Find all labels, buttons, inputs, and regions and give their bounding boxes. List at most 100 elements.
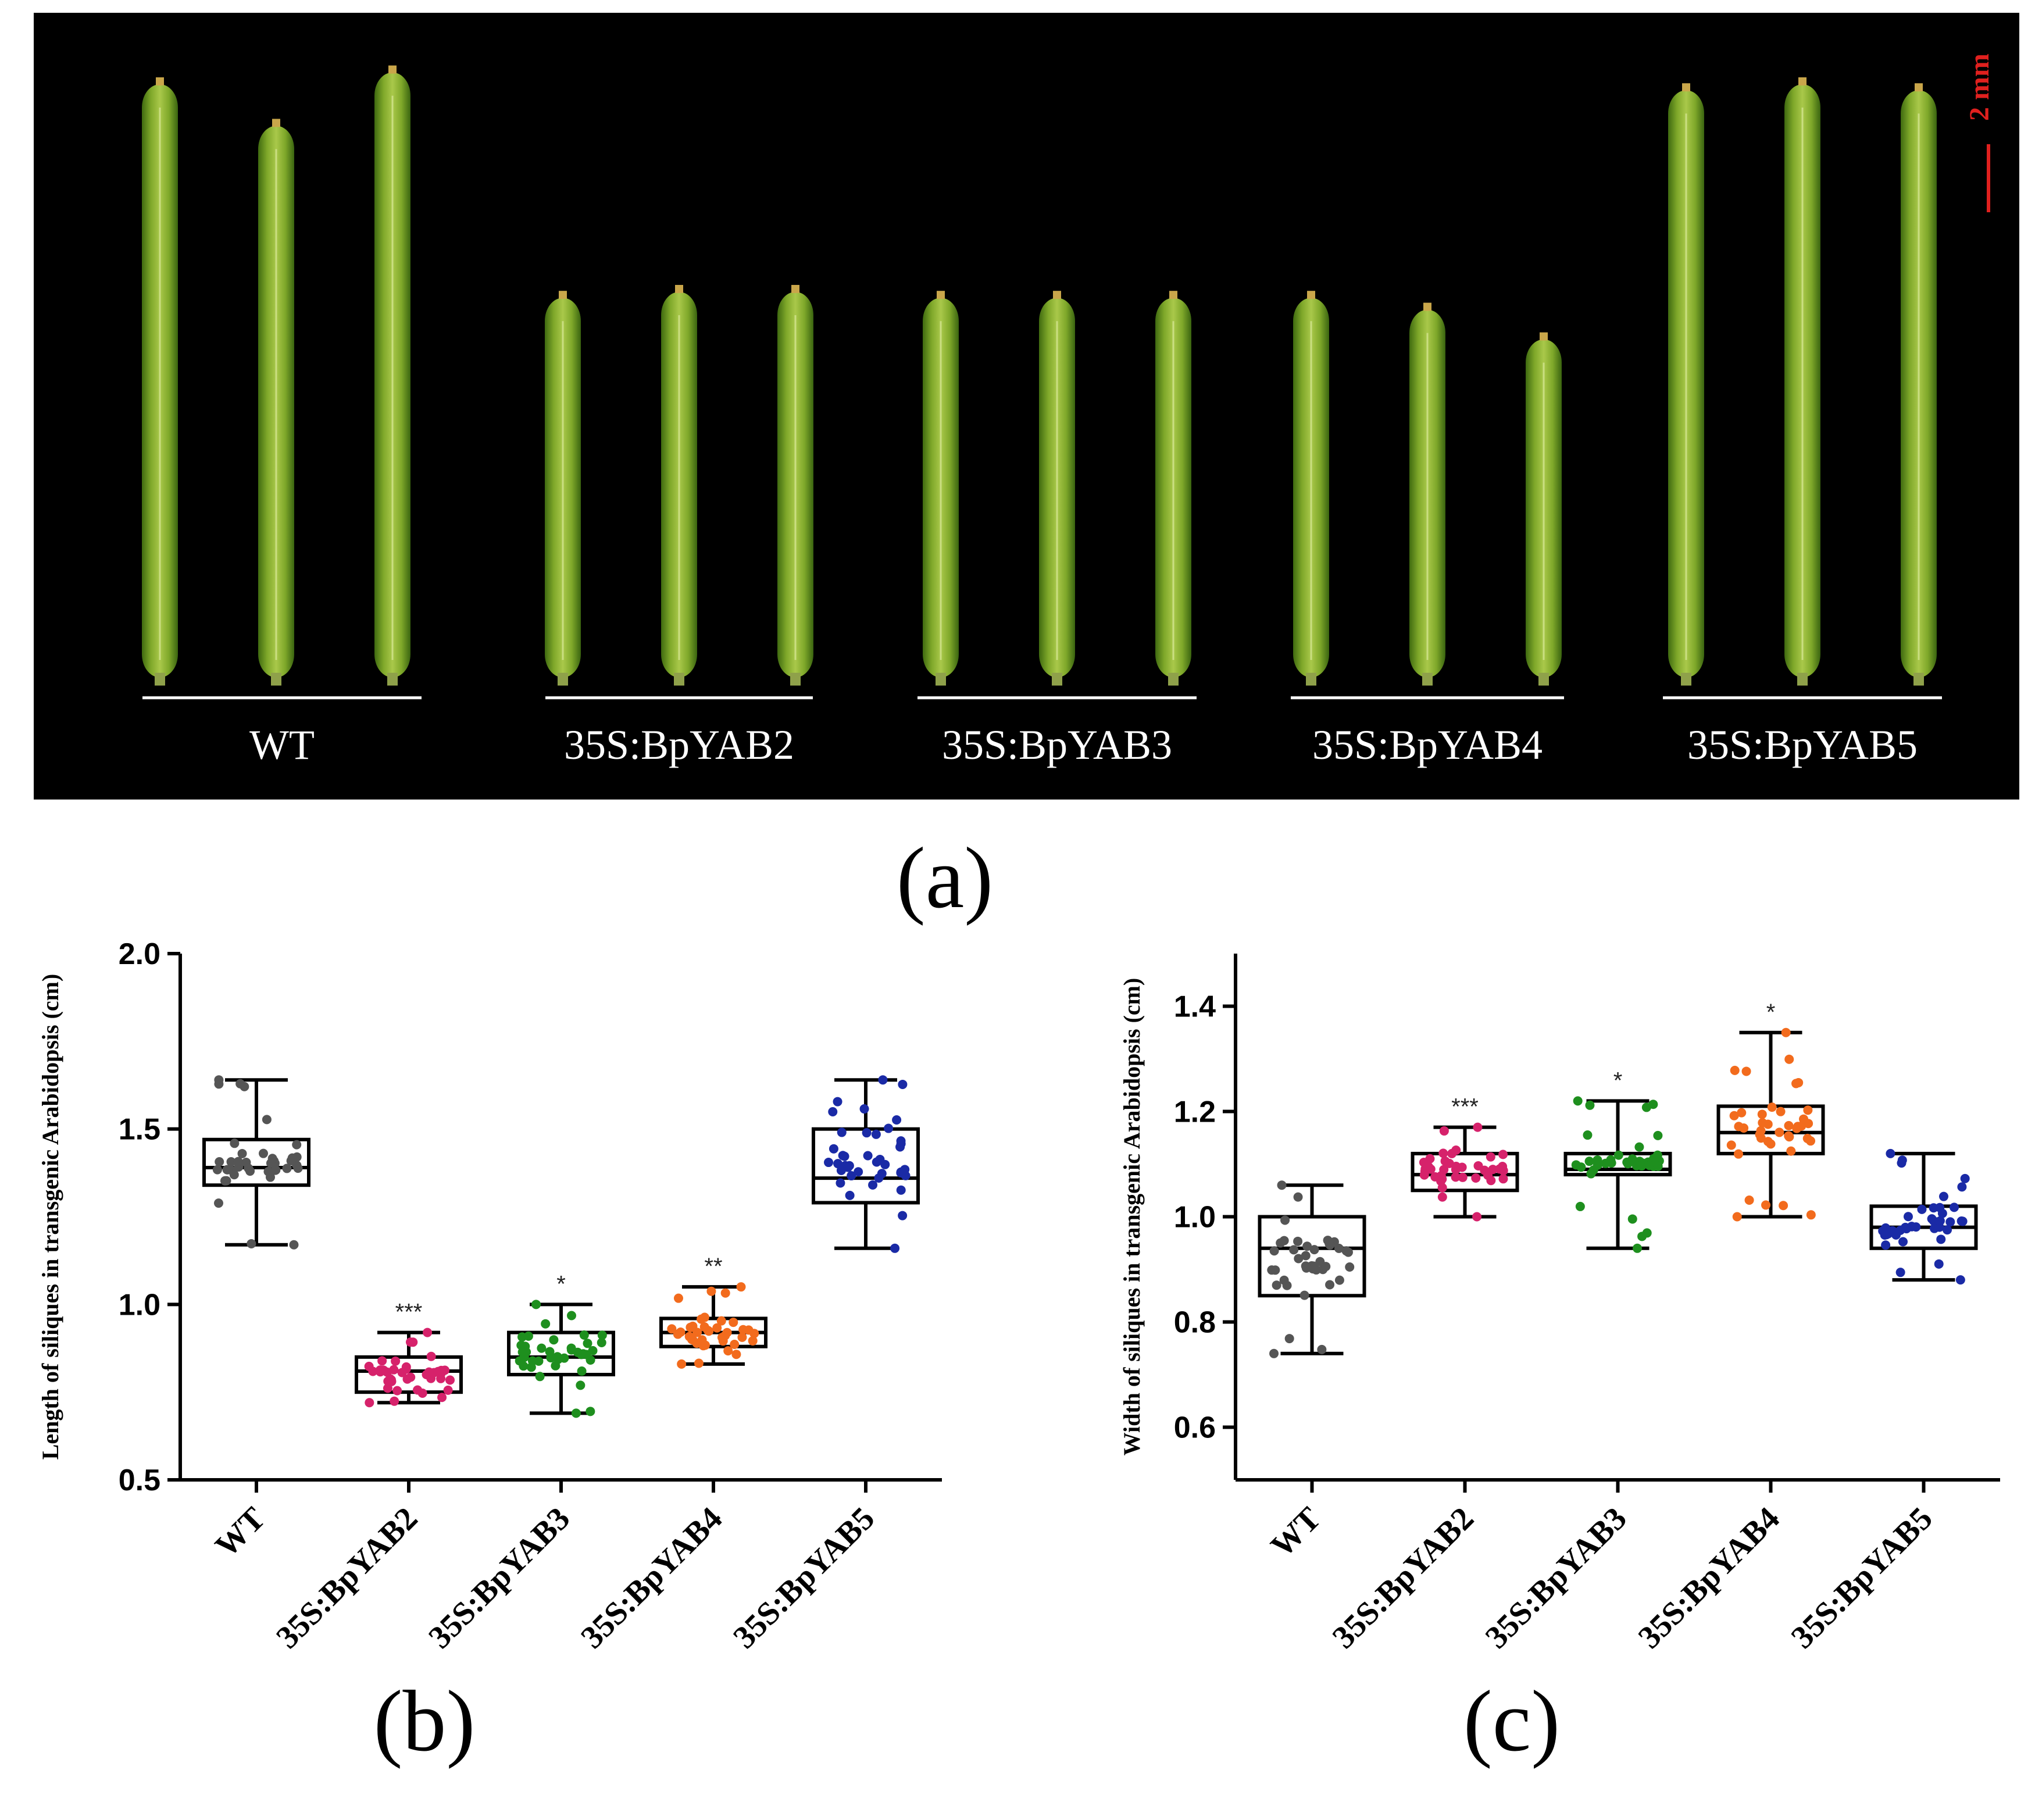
silique: [258, 119, 294, 686]
data-point: [365, 1398, 374, 1408]
data-point: [389, 1365, 399, 1375]
data-point: [1903, 1212, 1913, 1222]
x-tick-label: WT: [208, 1500, 272, 1564]
data-point: [1272, 1280, 1281, 1290]
data-point: [597, 1337, 606, 1347]
x-tick-label: 35S:BpYAB2: [269, 1500, 424, 1655]
data-point: [1583, 1130, 1593, 1140]
data-point: [1631, 1161, 1641, 1170]
box-group: [1258, 1180, 1366, 1358]
data-point: [1439, 1126, 1449, 1136]
data-point: [566, 1311, 576, 1321]
y-axis-label: Length of siliques in transgenic Arabido…: [37, 974, 63, 1460]
data-point: [1585, 1100, 1595, 1110]
box-group: [202, 1075, 310, 1250]
data-point: [229, 1170, 239, 1180]
chart-length: 0.5 1.0 1.5 2.0 Length of siliques in transg…: [37, 937, 942, 1769]
data-point: [673, 1293, 683, 1303]
data-point: [1341, 1246, 1351, 1256]
data-point: [1653, 1161, 1663, 1171]
data-point: [583, 1339, 592, 1348]
data-point: [896, 1168, 906, 1178]
data-point: [585, 1407, 595, 1416]
data-point: [896, 1185, 906, 1195]
data-point: [258, 1148, 268, 1158]
data-point: [1934, 1259, 1944, 1269]
data-point: [1457, 1162, 1467, 1172]
silique: [1784, 77, 1820, 686]
x-tick-label: 35S:BpYAB4: [574, 1500, 729, 1655]
data-point: [1883, 1229, 1893, 1239]
silique: [923, 291, 959, 686]
data-point: [828, 1107, 838, 1116]
data-point: [1779, 1201, 1788, 1211]
y-tick-label: 0.6: [1174, 1411, 1216, 1445]
data-point: [1763, 1137, 1773, 1147]
panel-label: (c): [1463, 1673, 1560, 1769]
data-point: [1451, 1172, 1461, 1182]
data-point: [226, 1157, 236, 1167]
data-point: [896, 1136, 906, 1146]
data-point: [667, 1324, 677, 1334]
data-point: [213, 1198, 223, 1208]
data-point: [1960, 1173, 1970, 1183]
data-point: [880, 1159, 890, 1169]
silique: [777, 285, 813, 686]
data-point: [837, 1127, 847, 1137]
data-point: [731, 1350, 741, 1359]
data-point: [1755, 1130, 1765, 1140]
silique: [1039, 291, 1075, 686]
data-point: [1806, 1210, 1816, 1220]
data-point: [1803, 1105, 1813, 1115]
data-point: [723, 1346, 733, 1356]
silique: [1409, 302, 1445, 686]
data-point: [271, 1165, 281, 1175]
group-label: 35S:BpYAB3: [942, 722, 1172, 768]
data-point: [1325, 1280, 1335, 1290]
data-point: [1498, 1150, 1508, 1159]
data-point: [405, 1337, 415, 1347]
data-point: [553, 1354, 563, 1364]
data-point: [214, 1079, 224, 1089]
data-point: [1957, 1182, 1967, 1192]
data-point: [1741, 1066, 1751, 1076]
data-point: [1302, 1241, 1312, 1251]
significance-marker: *: [556, 1271, 566, 1297]
data-point: [1279, 1275, 1289, 1285]
data-point: [401, 1362, 411, 1372]
data-point: [390, 1396, 399, 1406]
data-point: [531, 1300, 541, 1309]
data-point: [736, 1282, 746, 1292]
data-point: [729, 1318, 738, 1327]
data-point: [1729, 1111, 1739, 1120]
group-label: 35S:BpYAB2: [564, 722, 794, 768]
silique: [1155, 291, 1191, 686]
data-point: [426, 1351, 436, 1361]
data-point: [1426, 1164, 1436, 1174]
data-point: [1324, 1239, 1334, 1248]
box-group: **: [659, 1254, 767, 1369]
data-point: [1781, 1027, 1791, 1037]
data-point: [684, 1332, 694, 1341]
data-point: [1897, 1155, 1907, 1165]
data-point: [1284, 1334, 1294, 1344]
data-point: [364, 1361, 374, 1371]
data-point: [892, 1115, 902, 1125]
data-point: [223, 1165, 233, 1175]
box: [1258, 1215, 1366, 1298]
data-point: [1308, 1261, 1318, 1271]
data-point: [1575, 1201, 1585, 1211]
data-point: [1345, 1262, 1355, 1272]
data-point: [1726, 1140, 1736, 1150]
data-point: [537, 1343, 547, 1353]
data-point: [1784, 1120, 1794, 1130]
y-tick-label: 1.2: [1174, 1095, 1216, 1129]
data-point: [1943, 1225, 1952, 1235]
data-point: [545, 1347, 555, 1357]
data-point: [716, 1316, 726, 1326]
data-point: [1498, 1162, 1508, 1172]
data-point: [1279, 1236, 1289, 1246]
data-point: [720, 1330, 730, 1340]
data-point: [1938, 1191, 1948, 1201]
data-point: [1471, 1173, 1481, 1183]
